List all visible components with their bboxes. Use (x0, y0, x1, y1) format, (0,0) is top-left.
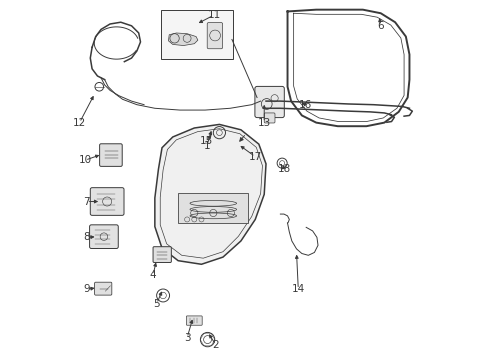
Text: 4: 4 (149, 270, 156, 280)
FancyBboxPatch shape (161, 10, 233, 59)
FancyBboxPatch shape (153, 247, 171, 262)
FancyBboxPatch shape (89, 225, 118, 248)
Text: 10: 10 (78, 155, 91, 165)
Text: 16: 16 (298, 100, 311, 110)
FancyBboxPatch shape (90, 188, 124, 215)
Text: 17: 17 (248, 152, 262, 162)
Text: 12: 12 (73, 118, 86, 128)
FancyBboxPatch shape (207, 23, 222, 49)
Text: 11: 11 (207, 10, 220, 20)
FancyBboxPatch shape (264, 113, 274, 123)
Text: 14: 14 (291, 284, 305, 294)
Text: 18: 18 (277, 164, 290, 174)
FancyBboxPatch shape (100, 144, 122, 166)
Polygon shape (168, 33, 198, 45)
Text: 13: 13 (257, 118, 270, 128)
Text: 6: 6 (377, 21, 383, 31)
Text: 3: 3 (183, 333, 190, 343)
Text: 15: 15 (200, 136, 213, 145)
FancyBboxPatch shape (94, 282, 112, 295)
Polygon shape (155, 125, 265, 264)
Text: 8: 8 (83, 232, 90, 242)
Text: 2: 2 (212, 340, 219, 350)
FancyBboxPatch shape (186, 316, 202, 325)
Text: 7: 7 (83, 197, 90, 207)
FancyBboxPatch shape (254, 86, 284, 118)
Text: 1: 1 (203, 141, 210, 151)
Text: 9: 9 (83, 284, 90, 294)
Text: 5: 5 (153, 299, 160, 309)
Polygon shape (178, 193, 247, 223)
